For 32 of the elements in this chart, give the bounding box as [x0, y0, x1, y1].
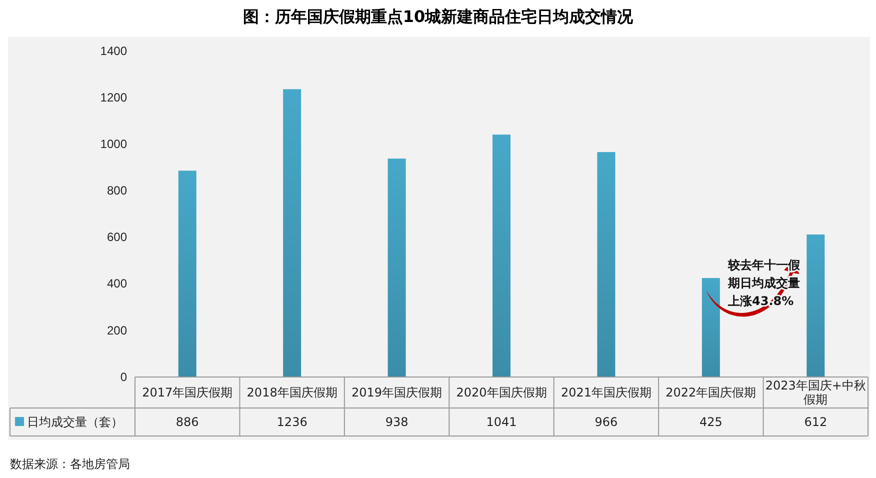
data-label: 886	[176, 415, 199, 429]
data-label: 612	[804, 415, 828, 429]
x-tick-label: 2017年国庆假期	[142, 386, 233, 400]
chart-title: 图：历年国庆假期重点10城新建商品住宅日均成交情况	[242, 7, 634, 26]
bar	[492, 134, 510, 377]
y-tick-label: 1400	[100, 44, 128, 58]
data-label: 1236	[276, 415, 308, 429]
bar	[283, 89, 302, 377]
data-label: 425	[699, 415, 722, 429]
source-note: 数据来源：各地房管局	[10, 457, 130, 471]
bar	[597, 152, 616, 377]
y-tick-label: 1000	[100, 136, 128, 151]
x-tick-label: 2019年国庆假期	[352, 386, 442, 400]
x-tick-label: 2022年国庆假期	[666, 386, 756, 400]
x-tick-label: 2023年国庆+中秋假期	[765, 378, 866, 406]
x-tick-label: 2020年国庆假期	[456, 386, 547, 400]
x-tick-label: 2021年国庆假期	[560, 386, 652, 400]
bar	[388, 158, 406, 377]
legend-label: 日均成交量（套）	[27, 415, 123, 429]
y-tick-label: 600	[106, 230, 128, 244]
data-label: 1041	[486, 415, 517, 429]
bar	[178, 170, 196, 377]
y-tick-label: 1200	[100, 90, 128, 104]
bar	[806, 234, 825, 377]
data-label: 938	[385, 415, 408, 429]
y-tick-label: 800	[106, 184, 128, 198]
y-tick-label: 200	[106, 323, 128, 338]
x-tick-label: 2018年国庆假期	[246, 386, 338, 400]
bar	[702, 278, 720, 377]
y-tick-label: 0	[120, 370, 128, 384]
y-tick-label: 400	[106, 276, 128, 291]
data-label: 966	[594, 415, 618, 429]
